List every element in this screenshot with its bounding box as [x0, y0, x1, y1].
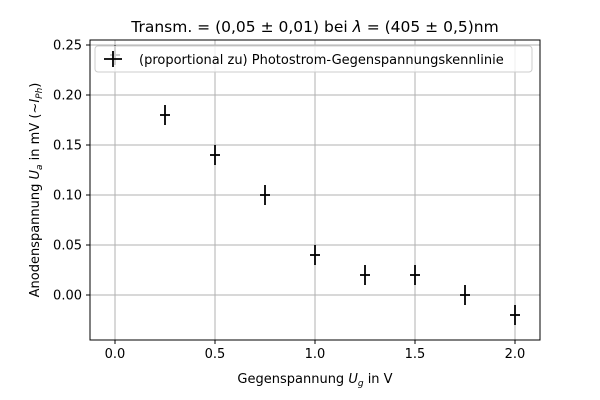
legend-label: (proportional zu) Photostrom-Gegenspannu… [139, 53, 504, 68]
data-point [460, 285, 470, 305]
ylabel-part-3: ) [28, 83, 43, 88]
data-point [410, 265, 420, 285]
title-lambda: λ [352, 18, 362, 36]
xlabel-var: U [348, 372, 358, 387]
y-axis-label: Anodenspannung Ua in mV (~IPh) [28, 83, 45, 298]
ylabel-var-2: I [28, 99, 43, 103]
x-tick-label: 0.5 [205, 347, 226, 362]
chart-title: Transm. = (0,05 ± 0,01) bei λ = (405 ± 0… [130, 18, 498, 36]
y-tick-label: 0.20 [53, 89, 82, 104]
x-tick-label: 1.5 [405, 347, 426, 362]
data-point [210, 145, 220, 165]
x-tick-label: 0.0 [105, 347, 126, 362]
x-tick-label: 2.0 [505, 347, 526, 362]
data-point [160, 105, 170, 125]
data-points [110, 45, 520, 325]
x-axis-label: Gegenspannung Ug in V [237, 372, 392, 389]
y-tick-label: 0.25 [53, 39, 82, 54]
y-tick-label: 0.15 [53, 139, 82, 154]
ylabel-sub-2: Ph [35, 87, 45, 98]
data-point [510, 305, 520, 325]
data-point [360, 265, 370, 285]
legend: (proportional zu) Photostrom-Gegenspannu… [94, 45, 533, 73]
legend-box [94, 45, 533, 73]
data-point [260, 185, 270, 205]
ylabel-var: U [28, 169, 43, 179]
xlabel-part-1: Gegenspannung [237, 372, 348, 387]
xlabel-sub: g [358, 379, 364, 389]
ylabel-sub: a [35, 164, 45, 170]
data-point [310, 245, 320, 265]
title-part-1: Transm. = (0,05 ± 0,01) bei [130, 18, 352, 36]
plot-frame [89, 39, 541, 341]
axis-ticks: 0.0 0.5 1.0 1.5 2.0 0.00 0.05 0.10 0.15 0.20 0.25 [53, 39, 525, 363]
y-tick-label: 0.10 [53, 189, 82, 204]
y-tick-label: 0.00 [53, 289, 82, 304]
xlabel-part-2: in V [364, 372, 393, 387]
ylabel-part-2: in mV (~ [28, 103, 43, 165]
title-part-2: = (405 ± 0,5)nm [362, 18, 499, 36]
grid [90, 40, 540, 340]
x-tick-label: 1.0 [305, 347, 326, 362]
ylabel-part-1: Anodenspannung [28, 179, 43, 297]
y-tick-label: 0.05 [53, 239, 82, 254]
